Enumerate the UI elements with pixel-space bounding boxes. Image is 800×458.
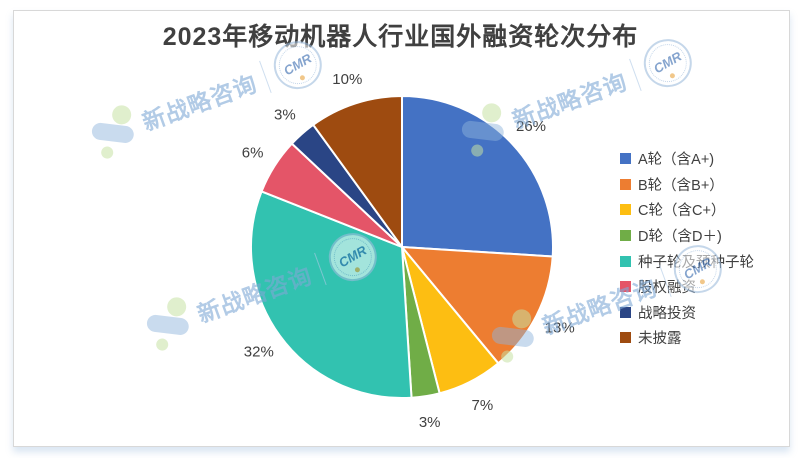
pie-value-label-0: 26% — [516, 118, 546, 135]
legend-item-7: 未披露 — [620, 325, 754, 351]
legend-item-6: 战略投资 — [620, 300, 754, 326]
legend-swatch-icon — [620, 255, 631, 267]
legend-label: 股权融资 — [638, 280, 696, 297]
pie-value-label-2: 7% — [472, 397, 494, 414]
legend-label: 种子轮及预种子轮 — [638, 254, 754, 271]
chart-title: 2023年移动机器人行业国外融资轮次分布 — [162, 23, 639, 51]
legend-swatch-icon — [620, 306, 631, 318]
legend-swatch-icon — [620, 281, 631, 293]
pie-value-label-7: 10% — [332, 71, 362, 88]
legend-item-5: 股权融资 — [620, 274, 754, 300]
legend-item-2: C轮（含C+） — [620, 197, 754, 223]
legend-label: D轮（含D＋) — [638, 229, 722, 246]
legend-label: C轮（含C+） — [638, 203, 726, 220]
legend-swatch-icon — [620, 204, 631, 216]
pie-value-label-1: 13% — [545, 320, 575, 337]
pie-value-label-3: 3% — [419, 414, 441, 431]
legend-swatch-icon — [620, 230, 631, 242]
pie-slice-0 — [401, 95, 554, 258]
pie-value-label-5: 6% — [242, 144, 264, 161]
legend-item-3: D轮（含D＋) — [620, 223, 754, 249]
legend-label: 未披露 — [638, 331, 682, 348]
pie-legend: A轮（含A+) B轮（含B+） C轮（含C+） D轮（含D＋) 种子轮及预种子轮 股权融资… — [620, 146, 754, 351]
legend-label: B轮（含B+） — [638, 177, 724, 194]
legend-swatch-icon — [620, 332, 631, 344]
legend-item-4: 种子轮及预种子轮 — [620, 248, 754, 274]
legend-item-0: A轮（含A+) — [620, 146, 754, 172]
pie-value-label-4: 32% — [244, 343, 274, 360]
legend-item-1: B轮（含B+） — [620, 172, 754, 198]
pie-slice-7 — [312, 94, 403, 248]
legend-swatch-icon — [620, 153, 631, 165]
legend-label: A轮（含A+) — [638, 152, 715, 169]
pie-value-label-6: 3% — [274, 106, 296, 123]
legend-swatch-icon — [620, 178, 631, 190]
legend-label: 战略投资 — [638, 305, 696, 322]
